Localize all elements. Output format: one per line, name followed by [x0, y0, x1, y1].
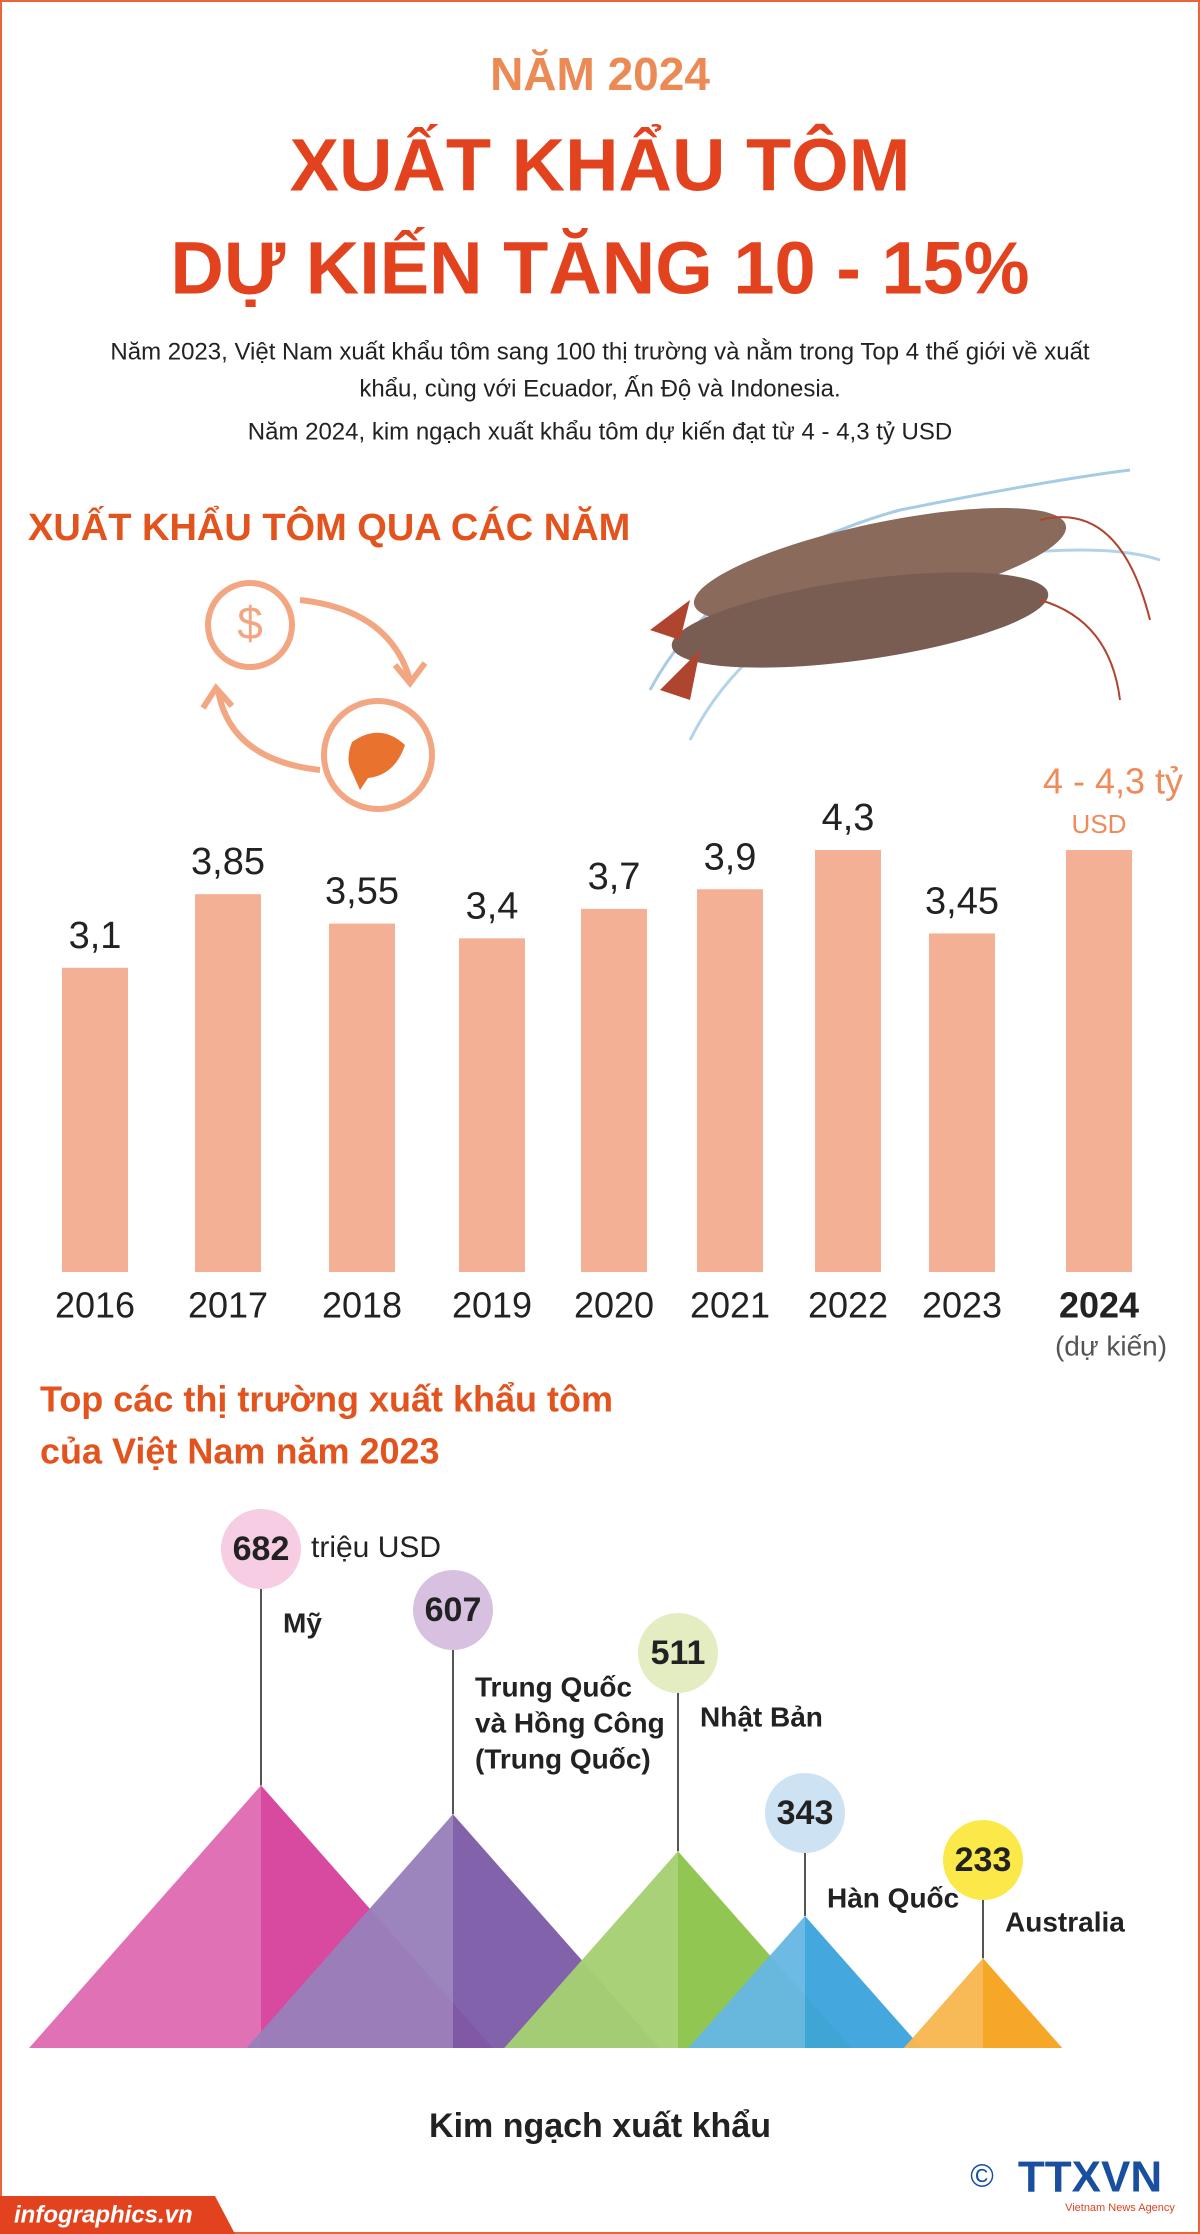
x-tick-label: 2021 [690, 1285, 770, 1326]
bar [697, 889, 763, 1272]
value-label: 3,55 [325, 871, 399, 913]
value-bubble [943, 1820, 1023, 1900]
x-tick-label: 2023 [922, 1285, 1002, 1326]
value-bubble [221, 1509, 301, 1589]
dollar-sign: $ [237, 597, 263, 649]
value-label: 343 [777, 1794, 834, 1832]
intro: khẩu, cùng với Ecuador, Ấn Độ và Indones… [359, 374, 840, 402]
category-label: Mỹ [283, 1607, 322, 1638]
pyramid-shade [29, 1785, 262, 2048]
logo: TTXVN [1018, 2153, 1162, 2202]
pyramid-shade [903, 1958, 983, 2048]
pyramid [688, 1915, 922, 2048]
title: DỰ KIẾN TĂNG 10 - 15% [170, 227, 1029, 310]
value-label: 4 - 4,3 tỷ [1043, 761, 1183, 802]
x-tick-label: 2024 [1059, 1285, 1139, 1326]
value-label: 3,4 [466, 885, 519, 927]
value-label: 4,3 [822, 797, 875, 839]
intro: Năm 2024, kim ngạch xuất khẩu tôm dự kiế… [248, 418, 952, 445]
intro: Năm 2023, Việt Nam xuất khẩu tôm sang 10… [110, 338, 1090, 365]
pyramid [903, 1958, 1063, 2048]
value-unit: triệu USD [311, 1531, 441, 1564]
pyramid-shade [246, 1814, 453, 2048]
section-title: XUẤT KHẨU TÔM QUA CÁC NĂM [28, 504, 630, 549]
kicker: NĂM 2024 [490, 48, 710, 100]
value-bubble [638, 1613, 718, 1693]
shrimp-circle [321, 698, 435, 812]
x-axis-label: Kim ngạch xuất khẩu [429, 2107, 771, 2145]
bar [929, 933, 995, 1272]
bar [195, 894, 261, 1272]
bar [62, 967, 128, 1272]
shrimp-body [671, 572, 1049, 668]
x-tick-label: 2019 [452, 1285, 532, 1326]
value-label: 607 [425, 1591, 482, 1629]
value-bubble [413, 1570, 493, 1650]
arrow-arc [215, 689, 321, 773]
category-label: Australia [1005, 1906, 1125, 1937]
bar [329, 923, 395, 1272]
arrow-head [392, 661, 428, 688]
category-label: Hàn Quốc [827, 1882, 959, 1913]
x-tick-label: 2020 [574, 1285, 654, 1326]
footer-source: infographics.vn [14, 2201, 193, 2228]
arrow-arc [299, 597, 413, 681]
value-unit: USD [1072, 809, 1127, 839]
bar [1066, 850, 1132, 1272]
shrimp-illustration [648, 468, 1161, 741]
value-label: 3,85 [191, 841, 265, 883]
copyright: © [970, 2157, 994, 2193]
title: XUẤT KHẨU TÔM [290, 124, 911, 207]
pyramid-shade [504, 1851, 678, 2048]
value-bubble [765, 1773, 845, 1853]
bar [815, 850, 881, 1272]
exchange-icon [200, 580, 435, 812]
value-label: 3,7 [588, 856, 641, 898]
shrimp-antenna [1039, 516, 1151, 701]
category-label: Trung Quốc [475, 1671, 632, 1702]
footer-banner [0, 2196, 235, 2234]
bar [581, 908, 647, 1272]
dollar-circle [205, 580, 295, 670]
value-label: 3,1 [69, 915, 122, 957]
category-label: (Trung Quốc) [475, 1743, 651, 1774]
value-label: 233 [955, 1841, 1012, 1879]
value-label: 511 [651, 1634, 706, 1672]
category-label: và Hồng Công [475, 1707, 665, 1738]
x-tick-label: 2016 [55, 1285, 135, 1326]
logo-sub: Vietnam News Agency [1065, 2202, 1175, 2214]
shrimp-tail [650, 600, 700, 700]
value-label: 682 [233, 1530, 290, 1568]
x-tick-label: 2022 [808, 1285, 888, 1326]
section-title: Top các thị trường xuất khẩu tôm [40, 1379, 613, 1420]
value-label: 3,45 [925, 880, 999, 922]
bar [459, 938, 525, 1272]
x-tick-label: 2017 [188, 1285, 268, 1326]
shrimp-icon [348, 732, 405, 790]
pyramid-shade [688, 1915, 805, 2048]
category-label: Nhật Bản [700, 1701, 823, 1732]
x-tick-label: 2018 [322, 1285, 402, 1326]
arrow-head [200, 683, 235, 710]
value-label: 3,9 [704, 836, 757, 878]
category-note: (dự kiến) [1055, 1330, 1167, 1361]
section-title: của Việt Nam năm 2023 [40, 1431, 440, 1472]
